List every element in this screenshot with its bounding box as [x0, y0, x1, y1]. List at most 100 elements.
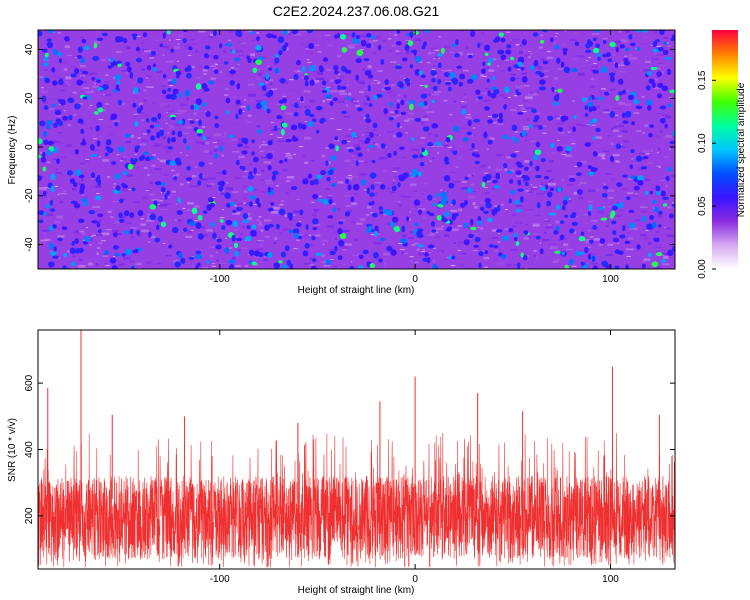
heatmap-cell — [534, 214, 541, 217]
heatmap-cell — [532, 186, 537, 188]
heatmap-spot — [149, 204, 157, 210]
heatmap-spot — [145, 117, 150, 123]
heatmap-cell — [587, 229, 591, 232]
heatmap-spot — [534, 149, 542, 156]
heatmap-cell — [369, 44, 374, 48]
heatmap-spot — [251, 151, 255, 156]
heatmap-cell — [659, 254, 665, 257]
heatmap-cell — [416, 104, 420, 106]
heatmap-spot — [667, 103, 672, 108]
heatmap-spot — [70, 200, 78, 205]
heatmap-cell — [93, 77, 101, 80]
heatmap-cell — [302, 154, 306, 158]
heatmap-cell — [415, 96, 420, 100]
heatmap-cell — [539, 242, 542, 244]
heatmap-cell — [247, 83, 256, 86]
heatmap-spot — [641, 30, 649, 33]
heatmap-cell — [139, 103, 143, 107]
heatmap-spot — [102, 84, 109, 91]
heatmap-spot — [289, 263, 294, 269]
heatmap-spot — [417, 209, 423, 215]
heatmap-cell — [533, 150, 536, 154]
heatmap-cell — [242, 175, 248, 178]
heatmap-spot — [396, 131, 403, 138]
heatmap-spot — [88, 210, 96, 215]
heatmap-spot — [219, 219, 224, 223]
heatmap-spot — [430, 221, 436, 227]
heatmap-spot — [360, 179, 367, 186]
heatmap-cell — [216, 171, 224, 174]
heatmap-cell — [533, 124, 542, 128]
heatmap-spot — [515, 208, 522, 213]
heatmap-cell — [374, 182, 381, 186]
heatmap-cell — [470, 183, 475, 186]
heatmap-cell — [192, 219, 196, 223]
heatmap-spot — [362, 249, 369, 255]
heatmap-cell — [459, 30, 464, 32]
heatmap-cell — [522, 100, 528, 102]
heatmap-cell — [329, 79, 337, 82]
heatmap-cell — [544, 231, 547, 234]
heatmap-spot — [122, 184, 129, 189]
heatmap-spot — [410, 172, 417, 178]
heatmap-spot — [369, 132, 374, 139]
heatmap-cell — [610, 143, 614, 145]
heatmap-cell — [427, 252, 431, 254]
heatmap-cell — [169, 264, 173, 266]
heatmap-cell — [630, 160, 633, 164]
heatmap-spot — [177, 119, 184, 125]
heatmap-cell — [55, 172, 63, 174]
heatmap-spot — [420, 74, 426, 79]
heatmap-cell — [377, 233, 381, 236]
heatmap-cell — [215, 64, 218, 66]
heatmap-cell — [79, 64, 86, 68]
heatmap-spot — [52, 255, 60, 259]
heatmap-cell — [362, 68, 365, 71]
heatmap-spot — [140, 154, 146, 160]
heatmap-cell — [451, 228, 459, 232]
heatmap-cell — [277, 140, 284, 143]
heatmap-cell — [485, 87, 490, 90]
heatmap-cell — [344, 243, 352, 246]
heatmap-spot — [466, 187, 473, 194]
heatmap-cell — [237, 248, 242, 252]
heatmap-cell — [328, 108, 335, 110]
heatmap-cell — [420, 137, 426, 139]
heatmap-spot — [485, 173, 492, 181]
heatmap-spot — [609, 213, 614, 220]
heatmap-spot — [95, 125, 101, 132]
heatmap-spot — [588, 171, 595, 176]
heatmap-cell — [542, 191, 549, 194]
heatmap-spot — [41, 48, 48, 53]
heatmap-cell — [127, 101, 130, 103]
heatmap-spot — [317, 198, 323, 203]
heatmap-cell — [395, 50, 400, 53]
heatmap-cell — [508, 238, 512, 241]
heatmap-cell — [413, 242, 419, 245]
heatmap-cell — [132, 81, 136, 85]
heatmap-spot — [648, 133, 653, 138]
heatmap-spot — [444, 161, 450, 165]
heatmap-cell — [80, 69, 85, 73]
heatmap-cell — [293, 153, 296, 155]
heatmap-cell — [493, 121, 497, 124]
heatmap-spot — [550, 142, 555, 148]
heatmap-cell — [175, 173, 180, 177]
heatmap-spot — [345, 178, 350, 184]
heatmap-spot — [431, 229, 437, 233]
heatmap-cell — [227, 182, 231, 184]
heatmap-spot — [659, 117, 666, 124]
heatmap-spot — [655, 190, 661, 196]
heatmap-cell — [461, 180, 467, 183]
heatmap-cell — [249, 98, 254, 102]
heatmap-cell — [73, 114, 77, 116]
heatmap-cell — [54, 220, 62, 224]
heatmap-cell — [89, 244, 92, 246]
heatmap-cell — [322, 100, 326, 102]
heatmap-spot — [166, 30, 171, 35]
heatmap-cell — [244, 147, 251, 149]
heatmap-cell — [642, 260, 646, 263]
heatmap-cell — [256, 240, 264, 242]
heatmap-spot — [118, 198, 124, 204]
heatmap-cell — [163, 242, 167, 244]
